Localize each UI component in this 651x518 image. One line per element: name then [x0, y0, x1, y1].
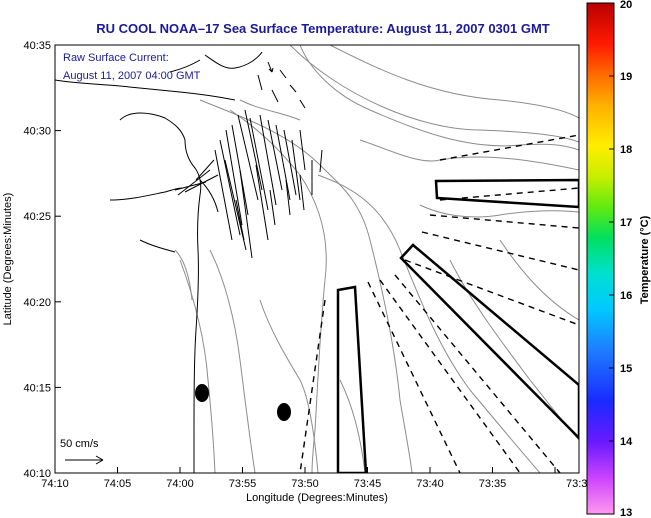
- x-tick-label: 73:3: [566, 478, 587, 490]
- current-legend-line2: August 11, 2007 04:00 GMT: [63, 70, 201, 82]
- colorbar-tick-label: 15: [620, 363, 632, 375]
- vector-scale-arrow: [65, 455, 104, 465]
- current-legend-line1: Raw Surface Current:: [63, 52, 169, 64]
- y-axis-ticks: [55, 44, 61, 474]
- y-tick-label: 40:30: [23, 126, 51, 138]
- radar-beam-outlines: [336, 178, 579, 473]
- x-axis-tick-labels: 74:10 74:05 74:00 73:55 73:50 73:45 73:4…: [41, 478, 587, 490]
- y-axis-tick-labels: 40:35 40:30 40:25 40:20 40:15 40:10: [23, 40, 51, 480]
- site-marker-2: [277, 403, 291, 421]
- colorbar-gradient: [586, 2, 615, 515]
- plot-frame: [54, 44, 580, 474]
- x-tick-label: 73:55: [229, 478, 257, 490]
- temperature-colorbar: 20 19 18 17 16 15 14 13 Temperature (°C): [586, 0, 651, 518]
- x-tick-label: 74:05: [104, 478, 132, 490]
- coastline: [55, 51, 263, 473]
- radar-beam-lines: [299, 134, 579, 473]
- x-axis-ticks: [54, 467, 556, 473]
- x-axis-label: Longitude (Degrees:Minutes): [246, 492, 388, 504]
- x-tick-label: 73:35: [479, 478, 507, 490]
- site-marker-1: [195, 384, 209, 402]
- x-tick-label: 73:40: [416, 478, 444, 490]
- x-tick-label: 73:50: [291, 478, 319, 490]
- y-tick-label: 40:35: [23, 40, 51, 52]
- map-title: RU COOL NOAA–17 Sea Surface Temperature:…: [96, 21, 550, 36]
- colorbar-tick-label: 14: [620, 436, 633, 448]
- surface-current-vectors: [174, 61, 323, 259]
- radar-site-markers: [195, 384, 291, 421]
- colorbar-tick-label: 16: [620, 290, 632, 302]
- x-tick-label: 73:45: [354, 478, 382, 490]
- y-axis-label: Latitude (Degrees:Minutes): [2, 193, 14, 326]
- y-tick-label: 40:25: [23, 211, 51, 223]
- map-plot-area: Raw Surface Current: August 11, 2007 04:…: [55, 45, 579, 473]
- y-tick-label: 40:20: [23, 297, 51, 309]
- y-tick-label: 40:15: [23, 382, 51, 394]
- colorbar-tick-label: 13: [620, 507, 632, 518]
- y-tick-label: 40:10: [23, 468, 51, 480]
- colorbar-tick-label: 20: [620, 0, 632, 11]
- colorbar-label: Temperature (°C): [639, 215, 651, 304]
- x-tick-label: 74:10: [41, 478, 69, 490]
- colorbar-tick-label: 19: [620, 71, 632, 83]
- vector-scale-label: 50 cm/s: [60, 438, 99, 450]
- x-tick-label: 74:00: [166, 478, 194, 490]
- colorbar-tick-label: 18: [620, 144, 632, 156]
- colorbar-tick-label: 17: [620, 217, 632, 229]
